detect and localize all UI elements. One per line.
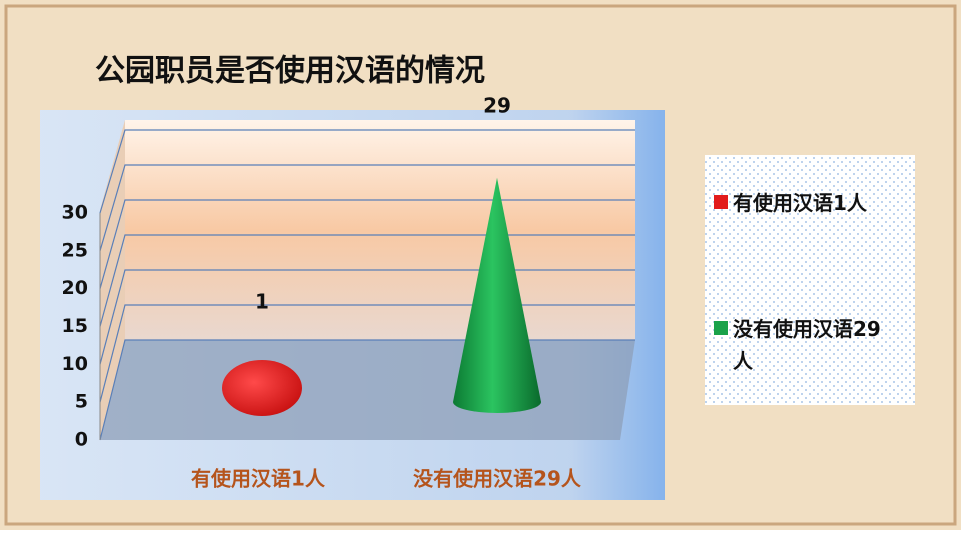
legend-label-box: 没有使用汉语29人	[733, 317, 881, 373]
grid-line	[99, 129, 635, 214]
grid-line	[99, 164, 635, 252]
x-tick-label: 没有使用汉语29人	[413, 467, 582, 491]
cone	[222, 360, 302, 416]
legend-swatch	[714, 195, 728, 209]
y-tick-label: 20	[62, 277, 88, 299]
chart-title: 公园职员是否使用汉语的情况	[95, 54, 485, 89]
grid-line	[99, 234, 635, 327]
legend-swatch	[714, 321, 728, 335]
legend-label: 有使用汉语1人	[733, 191, 867, 215]
y-tick-label: 0	[75, 429, 88, 451]
legend-label-box: 有使用汉语1人	[733, 191, 867, 215]
legend-box	[705, 155, 915, 405]
grid-line	[99, 339, 635, 441]
grid-line	[99, 269, 635, 365]
value-label: 1	[255, 290, 269, 314]
cone	[453, 177, 541, 413]
y-tick-label: 5	[75, 391, 88, 413]
x-tick-label: 有使用汉语1人	[191, 467, 326, 491]
back-wall	[125, 120, 635, 340]
grid-line	[99, 199, 635, 289]
y-tick-label: 10	[62, 353, 88, 375]
slide-border	[4, 4, 957, 526]
y-tick-label: 25	[62, 239, 88, 261]
value-label: 29	[483, 94, 511, 118]
floor	[100, 340, 635, 440]
legend-label: 没有使用汉语29人	[733, 317, 881, 373]
y-tick-label: 15	[62, 315, 88, 337]
y-tick-label: 30	[62, 202, 88, 224]
grid-line	[99, 304, 635, 403]
